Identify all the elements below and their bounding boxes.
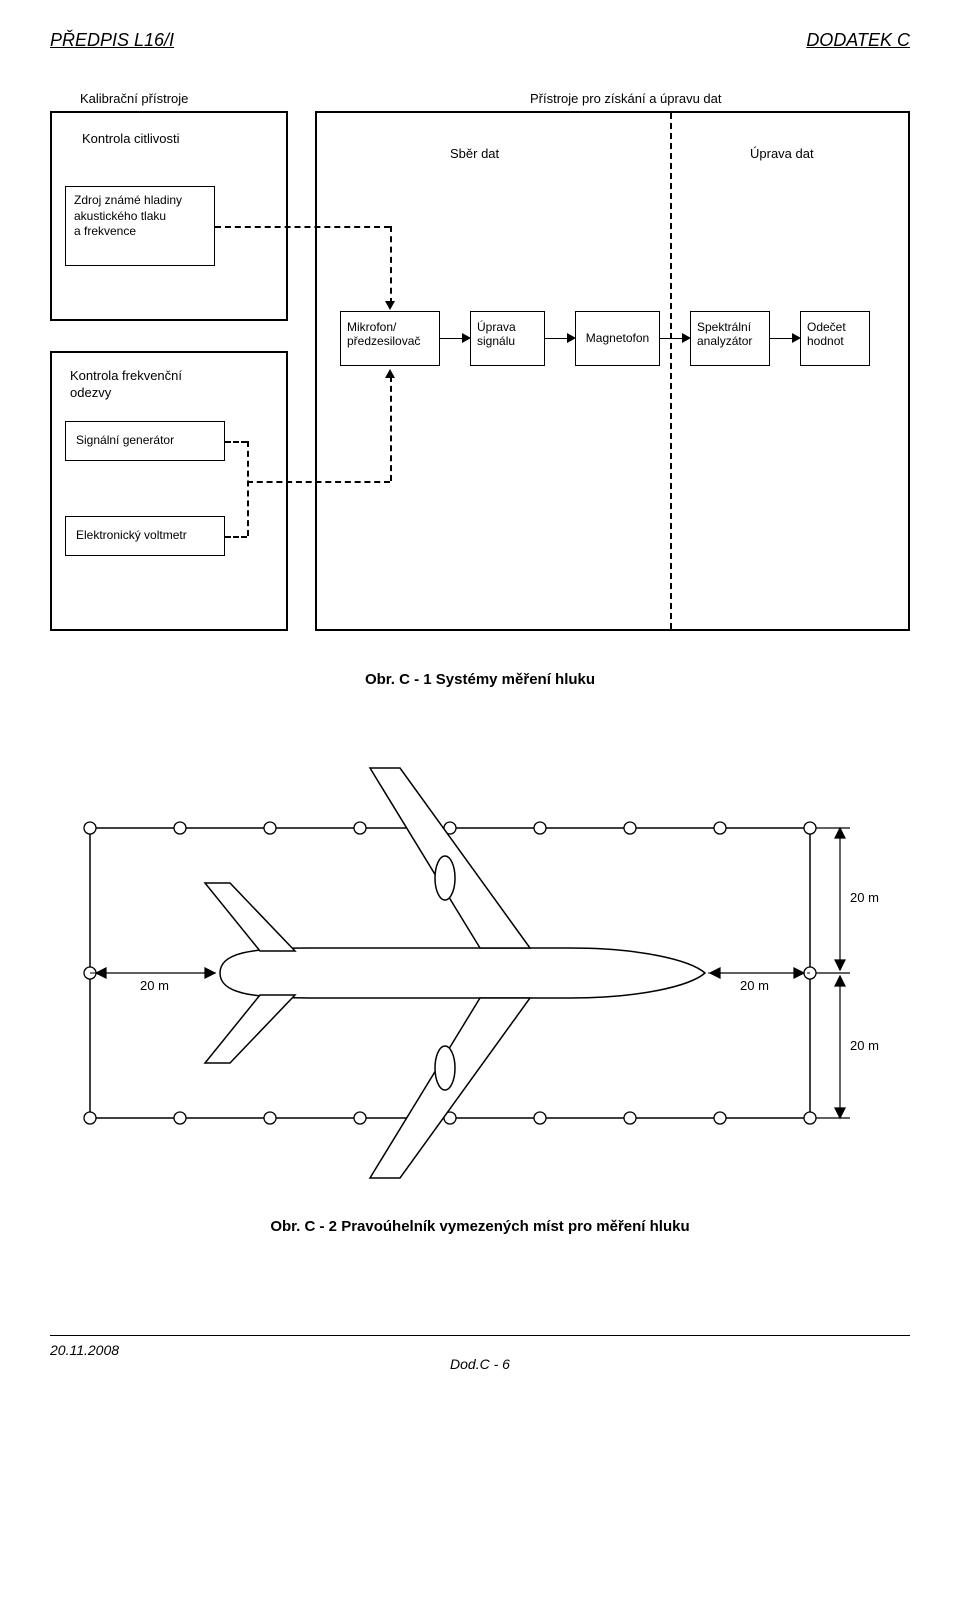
signal-gen-box: Signální generátor — [65, 421, 225, 461]
spektr-box: Spektrální analyzátor — [690, 311, 770, 366]
magnet-box: Magnetofon — [575, 311, 660, 366]
dash-src-h — [215, 226, 390, 228]
freq-panel: Kontrola frekvenční odezvy — [50, 351, 288, 631]
sig-upr-label: Úprava signálu — [471, 312, 544, 357]
arrow-4 — [792, 333, 801, 343]
dash-gen-h — [247, 481, 390, 483]
spektr-label: Spektrální analyzátor — [691, 312, 769, 357]
caption-2: Obr. C - 2 Pravoúhelník vymezených míst … — [50, 1218, 910, 1235]
dim-bot-r: 20 m — [850, 1038, 879, 1053]
source-box-label: Zdroj známé hladiny akustického tlaku a … — [66, 187, 214, 246]
magnet-label: Magnetofon — [582, 327, 653, 349]
sber-label: Sběr dat — [450, 146, 499, 161]
diagram-1: Kalibrační přístroje Přístroje pro získá… — [50, 91, 910, 641]
calib-title: Kalibrační přístroje — [80, 91, 188, 106]
divider — [670, 113, 672, 629]
sens-title: Kontrola citlivosti — [82, 131, 180, 146]
uprava-label: Úprava dat — [750, 146, 814, 161]
signal-gen-label: Signální generátor — [66, 433, 184, 449]
dim-top-r: 20 m — [850, 890, 879, 905]
arrow-src-down — [385, 301, 395, 310]
header-right: DODATEK C — [806, 30, 910, 51]
page-footer: 20.11.2008 Dod.C - 6 — [50, 1335, 910, 1375]
voltmetr-label: Elektronický voltmetr — [66, 528, 197, 544]
arrow-3 — [682, 333, 691, 343]
dash-gen-v1 — [247, 441, 249, 536]
odecet-label: Odečet hodnot — [801, 312, 869, 357]
voltmetr-box: Elektronický voltmetr — [65, 516, 225, 556]
dim-right: 20 m — [740, 978, 769, 993]
data-title: Přístroje pro získání a úpravu dat — [530, 91, 721, 106]
caption-1: Obr. C - 1 Systémy měření hluku — [50, 671, 910, 688]
dash-src-v — [390, 226, 392, 304]
freq-title: Kontrola frekvenční odezvy — [70, 368, 182, 402]
arrow-1 — [462, 333, 471, 343]
arrow-2 — [567, 333, 576, 343]
dash-gen-stub — [225, 441, 247, 443]
dim-left: 20 m — [140, 978, 169, 993]
page-header: PŘEDPIS L16/I DODATEK C — [50, 30, 910, 51]
dash-gen-v2 — [390, 376, 392, 481]
aircraft-svg — [50, 748, 910, 1198]
mic-box: Mikrofon/ předzesilovač — [340, 311, 440, 366]
diagram-2: 20 m 20 m 20 m 20 m — [50, 748, 910, 1198]
source-box: Zdroj známé hladiny akustického tlaku a … — [65, 186, 215, 266]
arrow-gen-up — [385, 369, 395, 378]
footer-date: 20.11.2008 — [50, 1342, 119, 1358]
mic-label: Mikrofon/ předzesilovač — [341, 312, 439, 357]
sig-upr-box: Úprava signálu — [470, 311, 545, 366]
odecet-box: Odečet hodnot — [800, 311, 870, 366]
dash-volt-stub — [225, 536, 247, 538]
header-left: PŘEDPIS L16/I — [50, 30, 174, 51]
footer-page: Dod.C - 6 — [450, 1356, 510, 1372]
data-panel — [315, 111, 910, 631]
